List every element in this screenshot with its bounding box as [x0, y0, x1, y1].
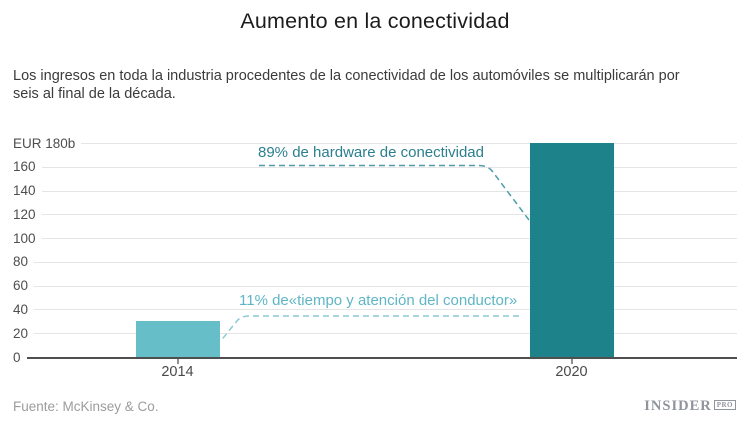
- logo-main-text: INSIDER: [644, 398, 712, 414]
- y-axis-label: EUR 180b: [13, 135, 76, 151]
- y-axis-label: 100: [13, 230, 36, 246]
- gridline: [81, 143, 737, 144]
- logo-pro-badge: PRO: [713, 399, 736, 410]
- y-grid-row: 120: [13, 206, 737, 223]
- x-axis-baseline: [26, 357, 737, 359]
- y-grid-row: EUR 180b: [13, 135, 737, 152]
- gridline: [34, 261, 737, 263]
- y-axis-label: 160: [13, 159, 36, 175]
- y-axis-label: 20: [13, 325, 29, 341]
- bar-2014: [135, 321, 220, 357]
- gridline: [34, 285, 737, 287]
- y-axis-label: 60: [13, 278, 29, 294]
- y-grid-row: 0: [13, 349, 737, 366]
- bar-2020: [529, 143, 614, 357]
- y-grid-row: 140: [13, 182, 737, 199]
- gridline: [41, 190, 737, 192]
- gridline: [41, 238, 737, 240]
- y-axis-label: 0: [13, 349, 21, 365]
- gridline: [41, 166, 737, 168]
- insiderpro-logo: INSIDER PRO: [644, 398, 736, 415]
- y-grid-row: 80: [13, 253, 737, 270]
- gridline: [34, 309, 737, 311]
- annotation-driver-time: 11% de«tiempo y atención del conductor»: [239, 292, 518, 309]
- y-axis-label: 140: [13, 183, 36, 199]
- gridline: [41, 214, 737, 216]
- y-axis-label: 120: [13, 206, 36, 222]
- x-axis-tick: [176, 359, 179, 364]
- chart-subtitle: Los ingresos en toda la industria proced…: [13, 68, 680, 103]
- y-grid-row: 20: [13, 325, 737, 342]
- y-axis-label: 80: [13, 254, 29, 270]
- page-title: Aumento en la conectividad: [240, 9, 510, 33]
- y-grid-row: 60: [13, 277, 737, 294]
- y-grid-row: 100: [13, 230, 737, 247]
- y-axis-label: 40: [13, 301, 29, 317]
- y-grid-row: 40: [13, 301, 737, 318]
- x-axis-tick: [570, 359, 573, 364]
- x-axis-label-2020: 2020: [555, 364, 588, 380]
- x-axis-label-2014: 2014: [161, 364, 194, 380]
- source-note: Fuente: McKinsey & Co.: [13, 399, 159, 414]
- annotation-hardware: 89% de hardware de conectividad: [258, 144, 484, 161]
